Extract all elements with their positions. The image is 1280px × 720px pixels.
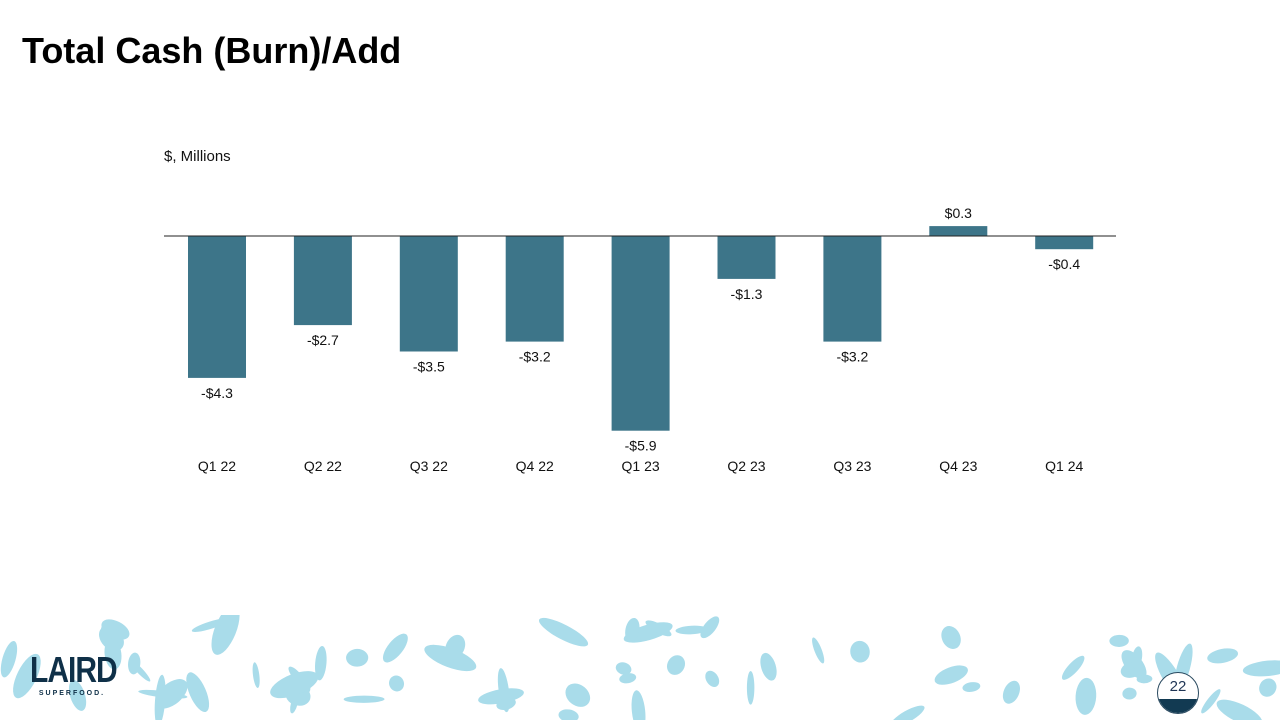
data-label: -$3.5 xyxy=(413,359,445,375)
bar-q3-22 xyxy=(399,236,458,352)
leaf-shape xyxy=(191,618,230,632)
leaf-shape xyxy=(1259,678,1277,697)
leaf-shape xyxy=(700,616,720,639)
leaf-shape xyxy=(565,683,591,707)
leaf-shape xyxy=(1109,634,1129,647)
x-tick-label: Q1 23 xyxy=(622,458,660,474)
x-tick-label: Q4 23 xyxy=(939,458,977,474)
x-tick-label: Q2 22 xyxy=(304,458,342,474)
leaf-shape xyxy=(346,648,369,667)
leaf-shape xyxy=(1131,646,1143,670)
data-label: -$3.2 xyxy=(836,349,868,365)
leaf-shape xyxy=(211,615,240,655)
leaf-shape xyxy=(850,640,870,663)
wave-icon xyxy=(1158,699,1198,713)
logo-text: LAIRD xyxy=(30,650,118,691)
leaf-shape xyxy=(619,673,637,684)
leaf-shape xyxy=(496,697,516,710)
data-label: -$1.3 xyxy=(731,286,763,302)
x-tick-label: Q3 22 xyxy=(410,458,448,474)
leaf-shape xyxy=(746,670,755,705)
data-label: -$4.3 xyxy=(201,385,233,401)
leaf-shape xyxy=(1002,680,1020,704)
leaf-shape xyxy=(645,620,672,637)
x-tick-label: Q3 23 xyxy=(833,458,871,474)
y-axis-unit-label: $, Millions xyxy=(164,148,231,165)
leaf-shape xyxy=(538,617,589,647)
leaf-shape xyxy=(675,625,708,635)
leaf-shape xyxy=(0,640,18,678)
leaf-shape xyxy=(1075,677,1097,715)
x-tick-label: Q2 23 xyxy=(727,458,765,474)
bar-q4-23 xyxy=(929,226,988,236)
leaf-shape xyxy=(186,672,210,713)
leaf-shape xyxy=(558,709,579,720)
leaf-shape xyxy=(615,662,632,675)
leaf-shape xyxy=(1216,699,1263,720)
bar-q2-23 xyxy=(717,236,776,279)
leaf-shape xyxy=(962,682,981,692)
bar-q3-23 xyxy=(823,236,882,342)
data-label: -$2.7 xyxy=(307,332,339,348)
bar-chart: -$4.3 Q1 22 -$2.7 Q2 22 -$3.5 Q3 22 -$3.2 Q4 22… xyxy=(164,205,1116,474)
x-tick-label: Q1 22 xyxy=(198,458,236,474)
leaf-pattern-decoration xyxy=(0,615,1280,720)
leaf-shape xyxy=(934,665,968,685)
page-number: 22 xyxy=(1169,678,1187,695)
leaf-shape xyxy=(252,662,260,688)
x-tick-label: Q4 22 xyxy=(516,458,554,474)
data-label: $0.3 xyxy=(945,205,972,221)
leaf-shape xyxy=(155,679,188,709)
leaf-shape xyxy=(760,652,777,681)
leaf-shape xyxy=(1242,660,1280,677)
leaf-shape xyxy=(104,638,122,670)
leaf-shape xyxy=(424,644,477,672)
data-label: -$0.4 xyxy=(1048,256,1080,272)
page-number-badge: 22 xyxy=(1157,672,1199,714)
bar-q1-22 xyxy=(188,236,246,378)
bar-q4-22 xyxy=(505,236,564,342)
leaf-shape xyxy=(1122,687,1137,700)
leaf-shape xyxy=(631,690,646,720)
leaf-shape xyxy=(1061,655,1085,680)
slide-title: Total Cash (Burn)/Add xyxy=(22,30,402,71)
leaf-shape xyxy=(666,655,686,675)
laird-superfood-logo: LAIRD SUPERFOOD. xyxy=(30,650,118,697)
leaf-shape xyxy=(812,637,825,664)
data-label: -$5.9 xyxy=(625,438,657,454)
leaf-shape xyxy=(382,633,408,663)
bar-q1-23 xyxy=(611,236,670,431)
leaf-shape xyxy=(68,680,87,711)
bar-q1-24 xyxy=(1035,236,1094,250)
leaf-shape xyxy=(389,675,405,692)
leaf-shape xyxy=(315,646,327,681)
leaf-shape xyxy=(343,695,385,703)
leaf-shape xyxy=(1201,689,1221,714)
leaf-shape xyxy=(625,617,640,642)
leaf-shape xyxy=(270,671,319,699)
leaf-shape xyxy=(705,670,720,687)
logo-subtext: SUPERFOOD. xyxy=(38,690,106,697)
leaf-shape xyxy=(13,653,41,699)
leaf-shape xyxy=(128,652,141,675)
leaf-shape xyxy=(1136,674,1153,684)
x-tick-label: Q1 24 xyxy=(1045,458,1083,474)
leaf-shape xyxy=(1207,648,1239,664)
data-label: -$3.2 xyxy=(519,349,551,365)
bar-q2-22 xyxy=(293,236,352,326)
leaf-shape xyxy=(941,626,961,650)
leaf-shape xyxy=(890,705,925,720)
